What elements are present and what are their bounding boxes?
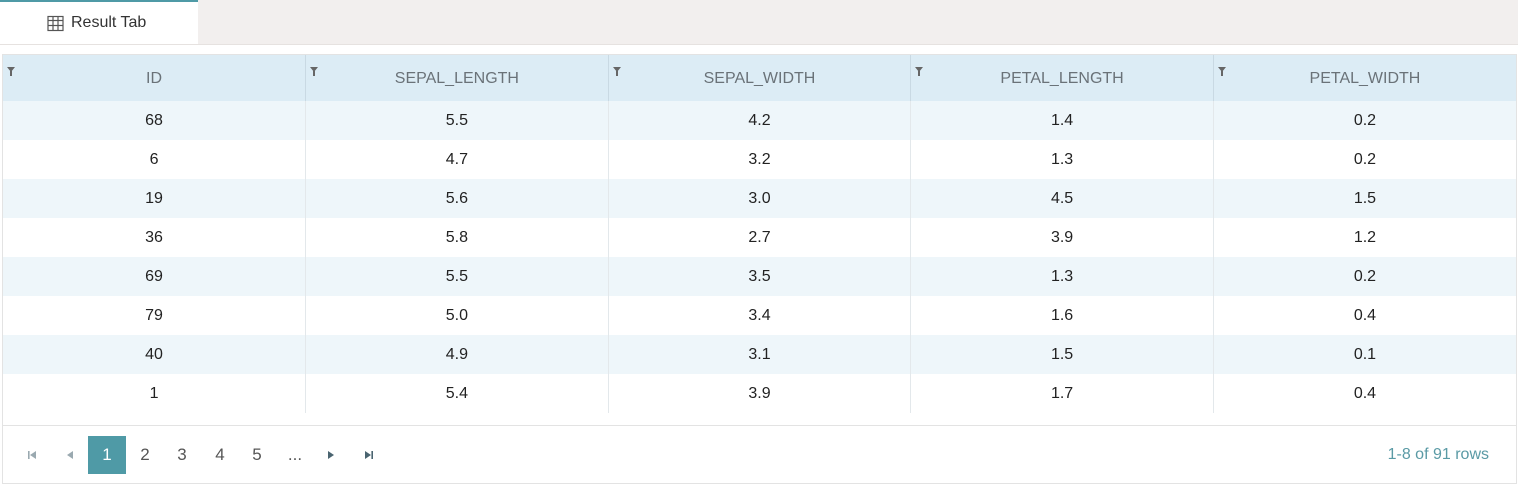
column-header-petal-length[interactable]: PETAL_LENGTH — [910, 55, 1214, 101]
cell-sepal-width: 4.2 — [608, 101, 912, 140]
column-header-petal-width[interactable]: PETAL_WIDTH — [1213, 55, 1516, 101]
cell-sepal-length: 5.0 — [305, 296, 609, 335]
filter-icon[interactable] — [612, 67, 621, 76]
cell-petal-width: 0.2 — [1353, 111, 1377, 129]
table-row[interactable]: 40 4.9 3.1 1.5 0.1 — [3, 335, 1516, 374]
cell-sepal-width: 3.5 — [608, 257, 912, 296]
table-row[interactable]: 36 5.8 2.7 3.9 1.2 — [3, 218, 1516, 257]
header-row: ID SEPAL_LENGTH SEPAL_WIDTH PETAL_LENGTH… — [3, 55, 1516, 101]
column-header-sepal-length[interactable]: SEPAL_LENGTH — [305, 55, 609, 101]
filter-icon[interactable] — [7, 67, 15, 76]
cell-petal-length: 1.3 — [910, 140, 1214, 179]
pagination: 1 2 3 4 5 ... 1-8 of 91 rows — [3, 425, 1516, 483]
cell-petal-width: 0.4 — [1353, 384, 1377, 402]
page-button-2[interactable]: 2 — [140, 445, 150, 464]
cell-sepal-width: 3.1 — [608, 335, 912, 374]
cell-sepal-width: 3.2 — [608, 140, 912, 179]
cell-id: 68 — [3, 101, 307, 140]
cell-petal-width: 0.2 — [1353, 267, 1377, 285]
cell-petal-width: 0.4 — [1353, 306, 1377, 324]
tab-bar: Result Tab — [0, 0, 1518, 45]
tab-label: Result Tab — [71, 14, 147, 31]
cell-petal-length: 1.3 — [910, 257, 1214, 296]
cell-petal-width: 0.2 — [1353, 150, 1377, 168]
table-row[interactable]: 19 5.6 3.0 4.5 1.5 — [3, 179, 1516, 218]
cell-petal-length: 1.4 — [910, 101, 1214, 140]
page-button-1[interactable]: 1 — [88, 436, 126, 474]
cell-id: 40 — [3, 335, 307, 374]
cell-petal-length: 1.6 — [910, 296, 1214, 335]
cell-id: 69 — [3, 257, 307, 296]
last-page-icon — [365, 451, 373, 459]
first-page-icon — [28, 451, 36, 459]
cell-sepal-length: 5.4 — [305, 374, 609, 413]
cell-id: 1 — [3, 374, 307, 413]
cell-sepal-width: 3.4 — [608, 296, 912, 335]
cell-id: 6 — [3, 140, 307, 179]
cell-petal-length: 1.7 — [910, 374, 1214, 413]
cell-sepal-length: 5.5 — [305, 257, 609, 296]
cell-sepal-width: 3.0 — [608, 179, 912, 218]
result-grid: ID SEPAL_LENGTH SEPAL_WIDTH PETAL_LENGTH… — [2, 54, 1517, 484]
cell-petal-length: 4.5 — [910, 179, 1214, 218]
row-count-info: 1-8 of 91 rows — [1387, 446, 1489, 463]
filter-icon[interactable] — [310, 67, 319, 76]
cell-id: 19 — [3, 179, 307, 218]
filter-icon[interactable] — [1217, 67, 1226, 76]
table-row[interactable]: 6 4.7 3.2 1.3 0.2 — [3, 140, 1516, 179]
cell-sepal-length: 4.7 — [305, 140, 609, 179]
table-row[interactable]: 79 5.0 3.4 1.6 0.4 — [3, 296, 1516, 335]
tab-result[interactable]: Result Tab — [0, 0, 198, 44]
page-button-3[interactable]: 3 — [177, 445, 187, 464]
column-header-sepal-width[interactable]: SEPAL_WIDTH — [608, 55, 912, 101]
table-row[interactable]: 69 5.5 3.5 1.3 0.2 — [3, 257, 1516, 296]
next-page-button[interactable] — [319, 436, 343, 474]
last-page-button[interactable] — [357, 436, 381, 474]
cell-sepal-length: 5.8 — [305, 218, 609, 257]
cell-id: 36 — [3, 218, 307, 257]
more-pages-button[interactable]: ... — [287, 445, 303, 464]
result-table: ID SEPAL_LENGTH SEPAL_WIDTH PETAL_LENGTH… — [3, 55, 1516, 413]
cell-petal-length: 1.5 — [910, 335, 1214, 374]
cell-petal-width: 1.2 — [1353, 228, 1377, 246]
prev-page-button[interactable] — [58, 436, 82, 474]
cell-sepal-width: 3.9 — [608, 374, 912, 413]
cell-sepal-length: 4.9 — [305, 335, 609, 374]
cell-petal-width: 1.5 — [1353, 189, 1377, 207]
page-button-5[interactable]: 5 — [252, 445, 262, 464]
table-grid-icon — [47, 15, 64, 31]
table-row[interactable]: 1 5.4 3.9 1.7 0.4 — [3, 374, 1516, 413]
next-page-icon — [328, 451, 334, 459]
page-button-4[interactable]: 4 — [215, 445, 225, 464]
column-header-id[interactable]: ID — [3, 55, 307, 101]
cell-sepal-length: 5.6 — [305, 179, 609, 218]
cell-sepal-width: 2.7 — [608, 218, 912, 257]
cell-sepal-length: 5.5 — [305, 101, 609, 140]
prev-page-icon — [67, 451, 73, 459]
cell-id: 79 — [3, 296, 307, 335]
table-row[interactable]: 68 5.5 4.2 1.4 0.2 — [3, 101, 1516, 140]
cell-petal-length: 3.9 — [910, 218, 1214, 257]
first-page-button[interactable] — [20, 436, 44, 474]
cell-petal-width: 0.1 — [1353, 345, 1377, 363]
filter-icon[interactable] — [915, 67, 924, 76]
